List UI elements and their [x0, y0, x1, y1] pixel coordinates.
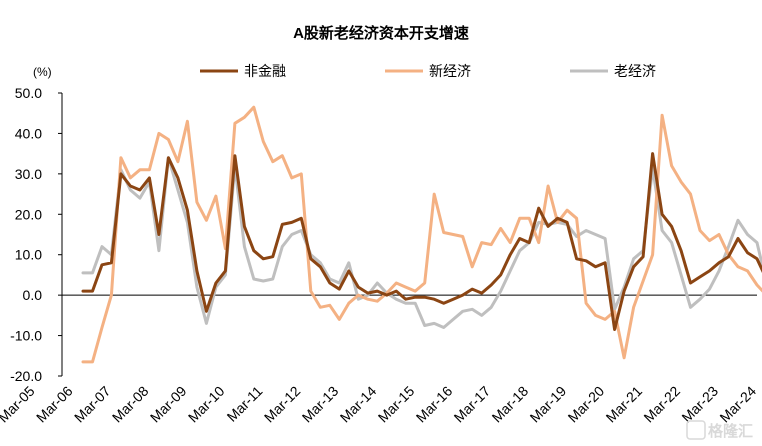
y-tick-label: 40.0 — [15, 125, 42, 141]
series-line-0 — [81, 152, 762, 331]
series-line-2 — [81, 156, 762, 329]
legend-label: 老经济 — [614, 63, 656, 79]
watermark-logo-icon — [686, 420, 706, 440]
x-tick-label: Mar-09 — [147, 383, 190, 426]
y-tick-label: -20.0 — [10, 368, 42, 384]
legend-label: 新经济 — [429, 63, 471, 79]
x-tick-label: Mar-20 — [565, 383, 608, 426]
x-tick-label: Mar-12 — [261, 383, 304, 426]
x-tick-label: Mar-16 — [413, 383, 456, 426]
legend: 非金融 新经济 老经济 — [200, 63, 656, 79]
x-tick-label: Mar-10 — [185, 383, 228, 426]
watermark: 格隆汇 — [686, 420, 753, 440]
x-tick-label: Mar-17 — [451, 383, 494, 426]
x-tick-label: Mar-19 — [527, 383, 570, 426]
x-tick-label: Mar-14 — [337, 383, 380, 426]
y-axis: 50.0 40.0 30.0 20.0 10.0 0.0 -10.0 -20.0 — [10, 85, 63, 384]
x-tick-label: Mar-05 — [0, 383, 38, 426]
y-tick-label: 20.0 — [15, 206, 42, 222]
y-tick-label: 50.0 — [15, 85, 42, 101]
series-line-1 — [81, 105, 762, 364]
chart-title: A股新老经济资本开支增速 — [293, 24, 469, 42]
x-tick-label: Mar-22 — [640, 383, 683, 426]
x-tick-label: Mar-07 — [71, 383, 114, 426]
legend-label: 非金融 — [244, 63, 286, 79]
x-tick-label: Mar-24 — [716, 383, 759, 426]
x-tick-label: Mar-11 — [224, 383, 266, 425]
y-tick-label: 0.0 — [23, 287, 43, 303]
x-tick-label: Mar-13 — [299, 383, 342, 426]
x-tick-label: Mar-18 — [489, 383, 532, 426]
y-tick-label: 30.0 — [15, 166, 42, 182]
y-tick-label: -10.0 — [10, 328, 42, 344]
x-tick-label: Mar-15 — [375, 383, 418, 426]
x-tick-label: Mar-06 — [33, 383, 76, 426]
watermark-text: 格隆汇 — [708, 422, 753, 440]
x-tick-label: Mar-08 — [109, 383, 152, 426]
x-tick-label: Mar-21 — [603, 383, 646, 426]
x-axis: Mar-05Mar-06Mar-07Mar-08Mar-09Mar-10Mar-… — [0, 294, 759, 426]
series-group — [81, 105, 762, 364]
unit-label: (%) — [33, 65, 52, 79]
y-tick-label: 10.0 — [15, 247, 42, 263]
x-tick-label: Mar-23 — [678, 383, 721, 426]
